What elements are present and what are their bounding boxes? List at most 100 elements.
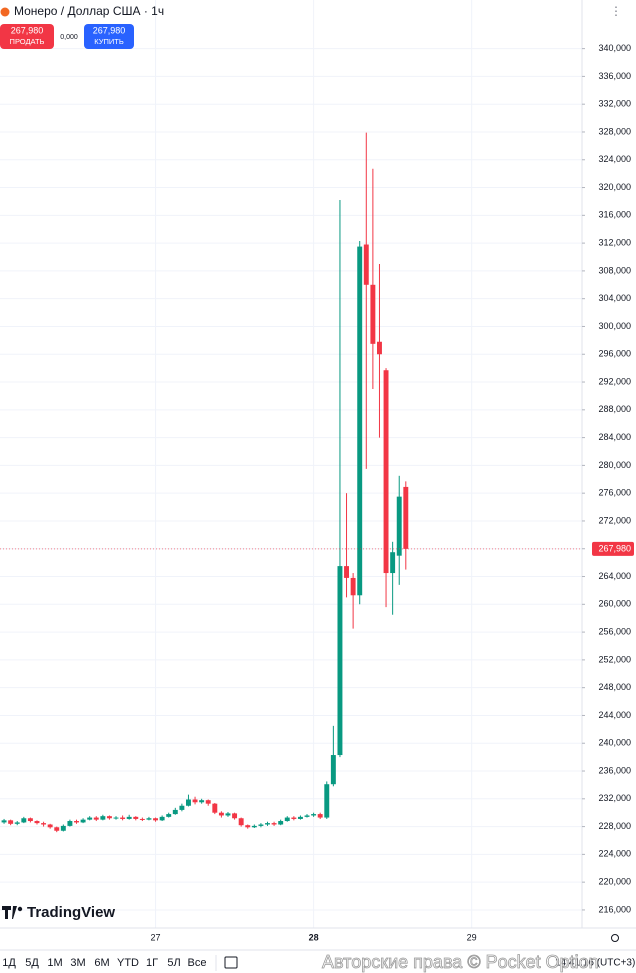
- candle-body: [258, 824, 264, 826]
- candle-body: [146, 818, 152, 820]
- time: 14:41:16 (UTC+3): [555, 958, 635, 969]
- candle-body: [199, 800, 205, 803]
- y-tick-label: 252,000: [598, 654, 631, 664]
- y-tick-label: 220,000: [598, 877, 631, 887]
- candle-body: [106, 816, 112, 819]
- candle-body: [87, 817, 93, 820]
- candle-body: [205, 800, 211, 804]
- buy-label: КУПИТЬ: [94, 37, 124, 46]
- candle-body: [330, 755, 336, 785]
- candle-body: [271, 823, 277, 825]
- sell-price: 267,980: [11, 25, 44, 35]
- spread: 0,000: [60, 34, 78, 41]
- axes: 216,000 220,000 224,000 228,000 232,000 236,0…: [0, 43, 634, 942]
- range-button[interactable]: YTD: [117, 957, 139, 969]
- y-tick-label: 224,000: [598, 849, 631, 859]
- candle-body: [27, 818, 33, 822]
- candle-body: [218, 812, 224, 816]
- candle-body: [54, 827, 60, 831]
- candle-body: [185, 799, 191, 806]
- candle-body: [278, 821, 284, 825]
- candle-body: [245, 825, 251, 828]
- candle-body: [396, 496, 402, 556]
- buy-button[interactable]: [84, 24, 134, 49]
- y-tick-label: 320,000: [598, 182, 631, 192]
- calendar-icon[interactable]: [224, 956, 238, 969]
- y-tick-label: 292,000: [598, 376, 631, 386]
- candle-body: [225, 813, 231, 816]
- candle-body: [67, 821, 73, 826]
- range-button[interactable]: 5Д: [25, 957, 39, 969]
- candle-body: [265, 823, 270, 825]
- candle-body: [212, 803, 218, 813]
- range-button[interactable]: Все: [188, 957, 207, 969]
- range-button[interactable]: 1М: [47, 957, 62, 969]
- y-tick-label: 216,000: [598, 904, 631, 914]
- candle-body: [133, 816, 139, 819]
- range-button[interactable]: 1Д: [2, 957, 16, 969]
- menu-icon[interactable]: ⋮: [610, 4, 622, 18]
- candle-body: [47, 824, 53, 828]
- candle-body: [60, 825, 66, 831]
- candle-body: [297, 816, 303, 819]
- last-price-label: 267,980: [598, 543, 631, 553]
- range-button[interactable]: 5Л: [167, 957, 180, 969]
- range-button[interactable]: 1Г: [146, 957, 158, 969]
- y-tick-label: 328,000: [598, 126, 631, 136]
- range-button[interactable]: 3М: [70, 957, 85, 969]
- x-tick-label: 28: [309, 932, 319, 942]
- range-button[interactable]: 6М: [94, 957, 109, 969]
- branding: TradingView: [27, 904, 115, 921]
- sell-button[interactable]: [0, 24, 54, 49]
- y-tick-label: 276,000: [598, 488, 631, 498]
- candles: [1, 132, 409, 833]
- candle-body: [390, 552, 396, 574]
- grid: [0, 0, 582, 928]
- candle-body: [34, 821, 40, 824]
- candle-body: [100, 816, 106, 820]
- candle-body: [317, 814, 323, 818]
- candle-body: [1, 820, 7, 823]
- y-tick-label: 312,000: [598, 237, 631, 247]
- symbol-icon: [0, 7, 10, 17]
- candle-body: [126, 816, 132, 819]
- y-tick-label: 340,000: [598, 43, 631, 53]
- y-tick-label: 324,000: [598, 154, 631, 164]
- candle-body: [350, 577, 356, 596]
- candle-body: [232, 813, 238, 819]
- y-tick-label: 288,000: [598, 404, 631, 414]
- x-tick-label: 27: [151, 932, 161, 942]
- candle-body: [139, 818, 145, 820]
- candle-body: [21, 818, 27, 823]
- y-tick-label: 296,000: [598, 349, 631, 359]
- y-tick-label: 228,000: [598, 821, 631, 831]
- candle-body: [172, 809, 178, 815]
- watermark: Авторские права © Pocket Option: [322, 952, 599, 972]
- candle-body: [370, 284, 376, 344]
- candle-body: [324, 784, 330, 818]
- candle-body: [284, 817, 290, 822]
- candle-body: [337, 566, 343, 756]
- candle-body: [159, 816, 165, 821]
- candle-body: [357, 246, 363, 596]
- y-tick-label: 240,000: [598, 738, 631, 748]
- candle-body: [153, 818, 159, 821]
- settings-icon[interactable]: [611, 934, 619, 942]
- y-tick-label: 308,000: [598, 265, 631, 275]
- y-tick-label: 264,000: [598, 571, 631, 581]
- y-tick-label: 316,000: [598, 210, 631, 220]
- buy-price: 267,980: [93, 25, 126, 35]
- candle-body: [311, 814, 317, 816]
- y-tick-label: 284,000: [598, 432, 631, 442]
- candle-body: [304, 815, 310, 817]
- y-tick-label: 244,000: [598, 710, 631, 720]
- candle-body: [403, 486, 409, 549]
- y-tick-label: 272,000: [598, 515, 631, 525]
- y-tick-label: 248,000: [598, 682, 631, 692]
- candle-body: [344, 566, 349, 578]
- y-tick-label: 280,000: [598, 460, 631, 470]
- candle-body: [41, 823, 47, 825]
- y-tick-label: 256,000: [598, 626, 631, 636]
- y-tick-label: 236,000: [598, 765, 631, 775]
